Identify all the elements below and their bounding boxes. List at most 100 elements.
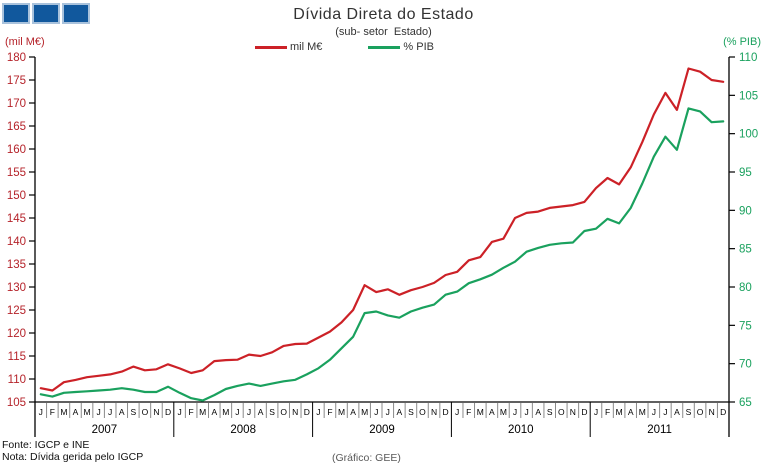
month-label: A (258, 407, 264, 417)
month-label: A (350, 407, 356, 417)
month-label: D (165, 407, 171, 417)
logo (2, 3, 90, 24)
left-axis-tick-label: 135 (7, 259, 26, 271)
month-label: A (535, 407, 541, 417)
month-label: S (408, 407, 414, 417)
month-label: N (709, 407, 715, 417)
legend-item-pib: % PIB (368, 41, 434, 53)
month-label: A (73, 407, 79, 417)
left-axis-tick-label: 175 (7, 75, 26, 87)
month-label: A (397, 407, 403, 417)
month-label: J (316, 407, 320, 417)
month-label: M (222, 407, 229, 417)
month-label: J (663, 407, 667, 417)
month-label: F (605, 407, 610, 417)
month-label: M (60, 407, 67, 417)
year-label: 2007 (92, 424, 118, 436)
month-label: M (639, 407, 646, 417)
month-label: N (431, 407, 437, 417)
month-label: F (50, 407, 55, 417)
left-axis-tick-label: 180 (7, 52, 26, 64)
logo-square (32, 3, 60, 24)
graphic-credit: (Gráfico: GEE) (332, 452, 401, 464)
month-label: D (720, 407, 726, 417)
month-label: M (84, 407, 91, 417)
right-axis-tick-label: 110 (739, 52, 757, 64)
month-label: J (39, 407, 43, 417)
month-label: D (304, 407, 310, 417)
month-label: F (466, 407, 471, 417)
month-label: M (199, 407, 206, 417)
month-label: A (489, 407, 495, 417)
month-label: O (419, 407, 426, 417)
series-line-pib (39, 107, 725, 402)
left-axis-tick-label: 140 (7, 236, 26, 248)
right-axis-tick-label: 105 (739, 90, 758, 102)
month-label: O (280, 407, 287, 417)
month-label: M (338, 407, 345, 417)
legend-label: mil M€ (290, 41, 323, 53)
month-label: A (211, 407, 217, 417)
right-axis-tick-label: 90 (739, 205, 752, 217)
month-label: F (327, 407, 332, 417)
month-label: O (697, 407, 704, 417)
year-label: 2008 (230, 424, 256, 436)
month-label: M (500, 407, 507, 417)
month-label: S (130, 407, 136, 417)
series-line-mil-me (39, 67, 725, 392)
year-label: 2009 (369, 424, 395, 436)
month-label: J (513, 407, 517, 417)
legend-swatch-red (255, 45, 287, 49)
month-label: J (374, 407, 378, 417)
month-label: S (269, 407, 275, 417)
left-axis-tick-label: 160 (7, 144, 26, 156)
month-label: J (177, 407, 181, 417)
month-label: J (652, 407, 656, 417)
month-label: J (594, 407, 598, 417)
month-label: A (628, 407, 634, 417)
legend-item-mil-me: mil M€ (255, 41, 322, 53)
month-label: S (547, 407, 553, 417)
right-axis-title: (% PIB) (723, 36, 761, 48)
right-axis-tick-label: 70 (739, 359, 752, 371)
month-label: D (443, 407, 449, 417)
source-note: Fonte: IGCP e INE (2, 439, 90, 451)
month-label: J (247, 407, 251, 417)
legend-swatch-green (368, 45, 401, 49)
month-label: F (189, 407, 194, 417)
left-axis-tick-label: 155 (7, 167, 26, 179)
left-axis-tick-label: 120 (7, 328, 26, 340)
month-label: M (477, 407, 484, 417)
chart-title: Dívida Direta do Estado (293, 6, 474, 23)
left-axis-tick-label: 115 (8, 351, 26, 363)
year-label: 2011 (647, 424, 672, 436)
left-axis-title: (mil M€) (5, 36, 45, 48)
month-label: M (616, 407, 623, 417)
left-axis-tick-label: 110 (8, 374, 26, 386)
month-label: O (142, 407, 149, 417)
axes: 105 110 115 120 125 130 135 140 145 150 155 160 165 1… (7, 52, 758, 437)
month-label: J (455, 407, 459, 417)
note: Nota: Dívida gerida pelo IGCP (2, 451, 144, 463)
right-axis-tick-label: 85 (739, 244, 752, 256)
right-axis-tick-label: 95 (739, 167, 752, 179)
month-label: N (570, 407, 576, 417)
left-axis-tick-label: 130 (7, 282, 26, 294)
left-axis-tick-label: 170 (7, 98, 26, 110)
year-label: 2010 (508, 424, 534, 436)
month-label: J (96, 407, 100, 417)
legend-label: % PIB (403, 41, 434, 53)
right-axis-tick-label: 100 (739, 129, 758, 141)
logo-square (2, 3, 30, 24)
chart-subtitle: (sub- setor Estado) (335, 26, 432, 38)
logo-square (62, 3, 90, 24)
left-axis-tick-label: 125 (7, 305, 26, 317)
month-label: A (119, 407, 125, 417)
month-label: J (524, 407, 528, 417)
month-label: O (558, 407, 565, 417)
right-axis-tick-label: 80 (739, 282, 752, 294)
month-label: N (292, 407, 298, 417)
month-label: J (386, 407, 390, 417)
